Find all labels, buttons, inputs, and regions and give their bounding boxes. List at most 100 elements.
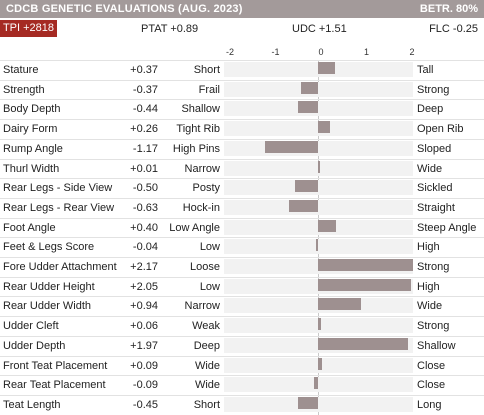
trait-value: +0.94 xyxy=(130,300,158,313)
x-tick-label: 0 xyxy=(318,47,324,57)
trait-bar xyxy=(318,337,408,350)
trait-value: -0.50 xyxy=(132,182,158,195)
trait-low-label: Low Angle xyxy=(169,221,220,234)
trait-low-label: Posty xyxy=(192,182,220,195)
trait-low-label: Loose xyxy=(190,261,220,273)
trait-value: -0.63 xyxy=(132,201,158,214)
trait-value: +2.05 xyxy=(130,280,158,293)
trait-high-label: Strong xyxy=(417,320,450,333)
row-divider xyxy=(0,276,484,278)
trait-name: Dairy Form xyxy=(3,123,58,136)
bar-track xyxy=(224,180,413,196)
trait-row: Strength -0.37 Frail Strong xyxy=(0,79,484,99)
trait-name: Rear Udder Height xyxy=(3,280,95,293)
trait-bar xyxy=(318,160,320,173)
trait-high-label: Sickled xyxy=(417,182,453,195)
trait-high-label: Sloped xyxy=(417,142,452,155)
trait-bar xyxy=(318,278,412,291)
trait-row: Dairy Form +0.26 Tight Rib Open Rib xyxy=(0,119,484,138)
trait-name: Thurl Width xyxy=(3,162,60,175)
trait-row: Foot Angle +0.40 Low Angle Steep Angle xyxy=(0,217,484,237)
trait-low-label: Wide xyxy=(194,379,220,392)
trait-low-label: High Pins xyxy=(172,142,220,155)
trait-row: Udder Depth +1.97 Deep Shallow xyxy=(0,335,484,355)
trait-name: Udder Depth xyxy=(3,339,66,352)
row-divider xyxy=(0,355,484,357)
trait-name: Foot Angle xyxy=(3,221,56,234)
trait-row: Teat Length -0.45 Short Long xyxy=(0,394,484,414)
trait-value: +1.97 xyxy=(130,339,158,352)
trait-name: Teat Length xyxy=(3,398,61,411)
trait-low-label: Low xyxy=(199,280,220,293)
trait-name: Rear Legs - Side View xyxy=(3,182,113,195)
trait-low-label: Wide xyxy=(194,359,220,372)
trait-high-label: Wide xyxy=(417,162,443,175)
trait-low-label: Shallow xyxy=(181,103,220,116)
trait-bar xyxy=(264,140,318,153)
x-tick-label: 1 xyxy=(363,47,369,57)
row-divider xyxy=(0,316,484,318)
bar-track xyxy=(224,199,413,215)
trait-value: +0.40 xyxy=(130,221,158,234)
trait-bar xyxy=(295,180,318,193)
trait-row: Rear Legs - Side View -0.50 Posty Sickled xyxy=(0,178,484,197)
trait-low-label: Deep xyxy=(193,339,220,352)
trait-value: +0.09 xyxy=(130,359,158,372)
ptat-value: PTAT +0.89 xyxy=(141,23,199,35)
trait-row: Feet & Legs Score -0.04 Low High xyxy=(0,237,484,256)
trait-row: Thurl Width +0.01 Narrow Wide xyxy=(0,158,484,178)
trait-value: -1.17 xyxy=(132,142,158,155)
trait-bar xyxy=(297,396,318,409)
trait-bar xyxy=(318,62,335,74)
header-reliability: BETR. 80% xyxy=(419,3,478,15)
trait-high-label: Shallow xyxy=(417,339,456,352)
trait-name: Rear Udder Width xyxy=(3,300,92,313)
trait-name: Stature xyxy=(3,64,39,76)
trait-value: +0.37 xyxy=(130,64,158,76)
trait-row: Rump Angle -1.17 High Pins Sloped xyxy=(0,138,484,158)
header-bar: CDCB GENETIC EVALUATIONS (AUG. 2023) BET… xyxy=(0,0,484,18)
trait-bar xyxy=(318,121,330,134)
trait-value: -0.37 xyxy=(132,83,158,96)
trait-high-label: Strong xyxy=(417,83,450,96)
trait-high-label: Long xyxy=(417,398,442,411)
trait-row: Front Teat Placement +0.09 Wide Close xyxy=(0,355,484,375)
trait-value: -0.04 xyxy=(132,241,158,254)
trait-bar xyxy=(318,298,361,311)
trait-low-label: Hock-in xyxy=(182,201,220,214)
trait-high-label: Close xyxy=(417,379,446,392)
x-tick-label: -2 xyxy=(225,47,234,57)
trait-name: Front Teat Placement xyxy=(3,359,108,372)
trait-bar xyxy=(318,357,323,370)
bar-track xyxy=(224,140,413,156)
trait-low-label: Narrow xyxy=(184,162,220,175)
trait-high-label: Tall xyxy=(417,64,434,76)
trait-value: -0.44 xyxy=(132,103,158,116)
trait-low-label: Narrow xyxy=(184,300,220,313)
trait-high-label: Steep Angle xyxy=(417,221,477,234)
trait-bar xyxy=(318,219,337,232)
row-divider xyxy=(0,178,484,180)
trait-name: Rump Angle xyxy=(3,142,63,155)
summary-row: TPI +2818 PTAT +0.89 UDC +1.51 FLC -0.25 xyxy=(0,18,484,38)
trait-row: Rear Udder Height +2.05 Low High xyxy=(0,276,484,296)
flc-value: FLC -0.25 xyxy=(429,23,478,35)
bar-track xyxy=(224,396,413,412)
trait-value: +0.26 xyxy=(130,123,158,136)
trait-bar xyxy=(316,239,318,252)
bar-track xyxy=(224,81,413,97)
trait-bar xyxy=(313,377,318,390)
trait-row: Body Depth -0.44 Shallow Deep xyxy=(0,99,484,118)
row-divider xyxy=(0,197,484,199)
bar-track xyxy=(224,239,413,255)
row-divider xyxy=(0,158,484,160)
trait-high-label: Wide xyxy=(417,300,443,313)
trait-high-label: Strong xyxy=(417,261,450,273)
row-divider xyxy=(0,394,484,396)
trait-value: -0.09 xyxy=(132,379,158,392)
trait-row: Rear Teat Placement -0.09 Wide Close xyxy=(0,375,484,394)
trait-row: Udder Cleft +0.06 Weak Strong xyxy=(0,316,484,335)
trait-name: Fore Udder Attachment xyxy=(3,261,117,273)
trait-name: Udder Cleft xyxy=(3,320,59,333)
trait-low-label: Low xyxy=(199,241,220,254)
